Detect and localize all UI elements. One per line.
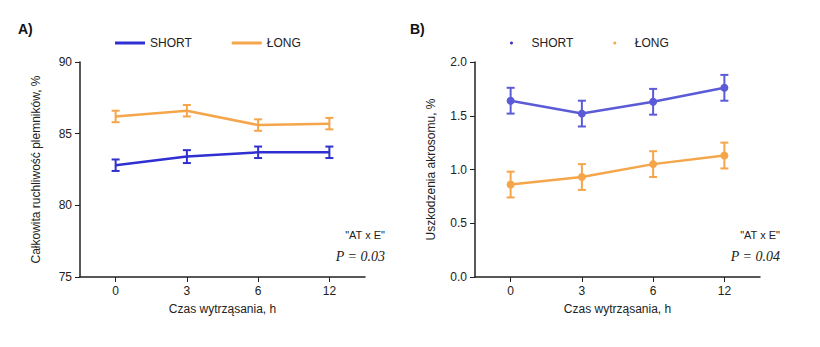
svg-text:6: 6 [650,284,657,298]
svg-text:12: 12 [323,284,337,298]
svg-text:0: 0 [112,284,119,298]
svg-text:0: 0 [507,284,514,298]
svg-text:Czas wytrząsania, h: Czas wytrząsania, h [564,302,671,316]
svg-text:ŁONG: ŁONG [635,36,669,50]
svg-text:Całkowita ruchliwość plemników: Całkowita ruchliwość plemników, % [29,75,43,263]
svg-text:Czas wytrząsania, h: Czas wytrząsania, h [169,302,276,316]
svg-text:"AT x E": "AT x E" [740,229,780,241]
svg-text:1.5: 1.5 [450,109,467,123]
svg-text:75: 75 [59,270,73,284]
svg-text:ŁONG: ŁONG [267,36,301,50]
svg-text:0.0: 0.0 [450,270,467,284]
svg-text:"AT x E": "AT x E" [345,229,385,241]
svg-text:Uszkodzenia akrosomu, %: Uszkodzenia akrosomu, % [424,98,438,240]
svg-text:3: 3 [579,284,586,298]
svg-text:1.0: 1.0 [450,163,467,177]
svg-text:SHORT: SHORT [532,36,574,50]
svg-text:12: 12 [718,284,732,298]
svg-text:0.5: 0.5 [450,216,467,230]
svg-text:2.0: 2.0 [450,55,467,69]
svg-text:80: 80 [59,198,73,212]
svg-text:6: 6 [255,284,262,298]
svg-text:P = 0.03: P = 0.03 [335,249,385,264]
svg-text:P = 0.04: P = 0.04 [730,249,780,264]
svg-text:3: 3 [184,284,191,298]
svg-text:85: 85 [59,127,73,141]
svg-text:B): B) [410,21,425,37]
svg-text:90: 90 [59,55,73,69]
svg-text:A): A) [18,21,33,37]
svg-text:SHORT: SHORT [150,36,192,50]
